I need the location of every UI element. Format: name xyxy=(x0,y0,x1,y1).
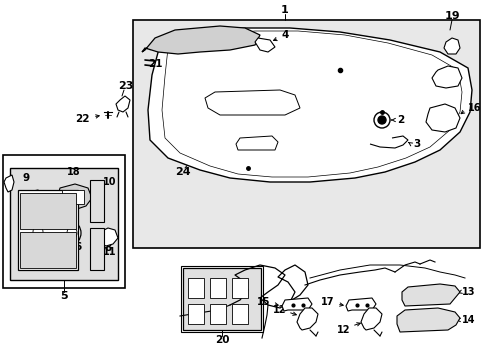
Text: 9: 9 xyxy=(22,173,29,183)
Bar xyxy=(20,232,76,268)
Text: 12: 12 xyxy=(272,305,285,315)
Text: 8: 8 xyxy=(104,243,111,253)
Polygon shape xyxy=(56,184,92,210)
Ellipse shape xyxy=(29,221,47,243)
Ellipse shape xyxy=(33,225,43,239)
Polygon shape xyxy=(360,308,381,330)
Text: 6: 6 xyxy=(74,242,81,252)
Polygon shape xyxy=(443,38,459,54)
Polygon shape xyxy=(401,284,459,306)
Polygon shape xyxy=(142,26,260,54)
Bar xyxy=(133,20,479,248)
Polygon shape xyxy=(346,298,375,311)
Bar xyxy=(3,155,125,288)
Polygon shape xyxy=(24,190,45,208)
Text: 18: 18 xyxy=(67,167,81,177)
Text: 22: 22 xyxy=(75,114,90,124)
Text: 2: 2 xyxy=(396,115,404,125)
Text: 13: 13 xyxy=(461,287,474,297)
Bar xyxy=(90,228,104,270)
Bar xyxy=(90,180,104,222)
Text: 15: 15 xyxy=(256,297,269,307)
Text: 3: 3 xyxy=(412,139,419,149)
Polygon shape xyxy=(98,228,118,246)
Polygon shape xyxy=(425,104,459,132)
Polygon shape xyxy=(4,175,14,192)
Bar xyxy=(187,278,203,298)
Polygon shape xyxy=(431,66,461,88)
Text: 24: 24 xyxy=(175,167,190,177)
Ellipse shape xyxy=(67,226,77,239)
Text: 23: 23 xyxy=(118,81,133,91)
Polygon shape xyxy=(369,136,407,148)
Bar xyxy=(62,190,84,204)
Text: 4: 4 xyxy=(282,30,289,40)
Text: 14: 14 xyxy=(461,315,474,325)
Text: 12: 12 xyxy=(336,325,349,335)
Bar xyxy=(231,304,247,324)
Text: 1: 1 xyxy=(281,5,288,15)
Bar xyxy=(183,268,261,330)
Bar xyxy=(10,168,118,280)
Polygon shape xyxy=(148,28,471,182)
Text: 16: 16 xyxy=(467,103,481,113)
Text: 5: 5 xyxy=(60,291,68,301)
Bar xyxy=(209,278,225,298)
Bar xyxy=(231,278,247,298)
Bar xyxy=(209,304,225,324)
Text: 17: 17 xyxy=(320,297,333,307)
Bar xyxy=(18,190,78,270)
Polygon shape xyxy=(396,308,459,332)
Text: 10: 10 xyxy=(103,177,117,187)
Ellipse shape xyxy=(63,222,81,244)
Polygon shape xyxy=(204,90,299,115)
Polygon shape xyxy=(254,38,274,52)
Bar xyxy=(187,304,203,324)
Text: 7: 7 xyxy=(24,242,32,252)
Polygon shape xyxy=(282,298,311,311)
Text: 21: 21 xyxy=(148,59,163,69)
Polygon shape xyxy=(236,136,278,150)
Bar xyxy=(181,266,263,332)
Bar xyxy=(20,193,76,229)
Polygon shape xyxy=(116,96,130,112)
Circle shape xyxy=(377,116,385,124)
Text: 20: 20 xyxy=(214,335,229,345)
Polygon shape xyxy=(296,308,317,330)
Text: 19: 19 xyxy=(443,11,459,21)
Text: 11: 11 xyxy=(103,247,117,257)
